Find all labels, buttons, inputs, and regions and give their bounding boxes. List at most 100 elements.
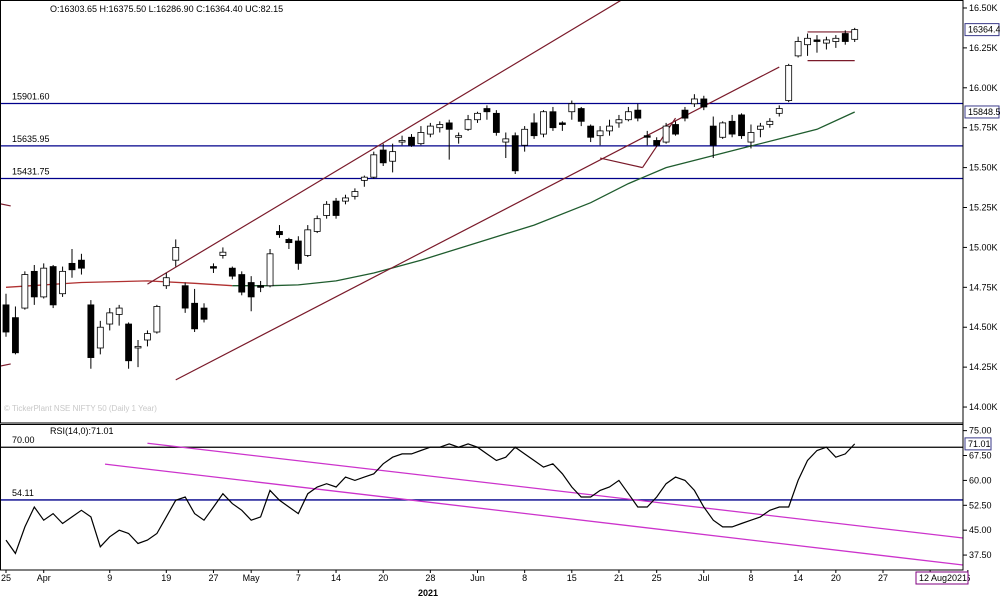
candle-body: [709, 125, 717, 146]
candle: [832, 35, 840, 48]
rsi-axis-label: 52.50: [969, 500, 992, 510]
candle: [624, 106, 632, 122]
candle-body: [40, 267, 48, 298]
candle-body: [266, 253, 274, 287]
candle: [398, 135, 406, 146]
candle-body: [483, 108, 491, 113]
candle: [285, 237, 293, 250]
candle: [464, 114, 472, 131]
candle: [106, 308, 114, 331]
candle: [728, 114, 736, 138]
x-axis-label: 27: [878, 573, 888, 583]
candle: [757, 122, 764, 138]
candle-body: [823, 39, 830, 44]
rsi-badge: 71.01: [968, 439, 991, 449]
x-axis-label: 14: [793, 573, 803, 583]
candle-body: [728, 120, 736, 135]
candle-body: [96, 326, 104, 349]
candle-body: [379, 149, 387, 164]
candle: [502, 132, 510, 159]
candle-body: [813, 39, 821, 42]
x-axis-year: 2021: [418, 588, 438, 598]
candle-body: [191, 302, 199, 330]
candle-body: [596, 130, 604, 137]
rsi-axis-label: 60.00: [969, 475, 992, 485]
rsi-level-label: 54.11: [12, 488, 34, 498]
candle: [540, 110, 547, 138]
candle: [96, 320, 104, 355]
candle-body: [144, 333, 151, 341]
date-badge: 12 Aug2021: [919, 573, 967, 583]
candle-body: [662, 125, 670, 143]
candle-body: [690, 98, 698, 105]
support-level-label: 15901.60: [12, 91, 50, 101]
candle: [634, 103, 642, 122]
candle: [276, 225, 283, 238]
candle-body: [634, 109, 642, 119]
candle-body: [125, 323, 132, 362]
candle-body: [181, 285, 189, 309]
candle: [323, 201, 331, 219]
candle-body: [30, 270, 38, 298]
x-axis-label: 9: [107, 573, 112, 583]
candle: [351, 188, 359, 200]
candle-body: [851, 29, 859, 40]
candle-body: [568, 103, 576, 113]
x-axis-label: 20: [831, 573, 841, 583]
candle-body: [426, 125, 434, 135]
candle-body: [719, 122, 727, 138]
candle-body: [606, 125, 613, 132]
price-axis-label: 14.50K: [969, 322, 998, 332]
candle: [474, 111, 481, 123]
candle: [549, 106, 557, 131]
price-panel: 15901.60 15635.95 15431.75: [0, 0, 963, 381]
candle-body: [106, 312, 114, 325]
rsi-badge-box: [964, 437, 992, 451]
candle: [426, 122, 434, 138]
candle: [219, 247, 227, 259]
price-axis-label: 15.00K: [969, 242, 998, 252]
candle: [200, 303, 208, 323]
candle: [59, 266, 66, 297]
candle: [851, 27, 859, 42]
candle: [172, 239, 180, 267]
x-axis-label: 19: [161, 573, 171, 583]
price-axis-label: 15.75K: [969, 123, 998, 133]
candle: [210, 263, 217, 273]
rsi-axis-label: 67.50: [969, 451, 992, 461]
x-axis-label: 21: [614, 573, 624, 583]
candle: [2, 293, 10, 337]
candle-body: [747, 132, 755, 143]
candle-body: [323, 203, 331, 216]
price-axis-label: 15.25K: [969, 203, 998, 213]
x-axis-label: Jul: [698, 573, 710, 583]
candle-body: [172, 247, 180, 261]
candle: [153, 304, 161, 334]
candle: [615, 114, 623, 128]
candle: [643, 130, 651, 146]
candle-body: [841, 33, 849, 42]
price-badge: 16364.4: [968, 25, 1000, 35]
candle: [700, 95, 708, 111]
candle-body: [832, 37, 840, 42]
rsi-axis-label: 37.50: [969, 550, 992, 560]
trendline-channel-upper: [147, 0, 623, 285]
candle: [606, 119, 613, 136]
candle-body: [294, 240, 302, 264]
x-axis-label: Apr: [37, 573, 51, 583]
support-level-label: 15431.75: [12, 166, 50, 176]
candle: [577, 106, 585, 127]
candle: [653, 137, 661, 147]
candle-body: [49, 266, 57, 306]
price-axis-label: 14.25K: [969, 362, 998, 372]
candle-body: [474, 112, 481, 121]
candle: [304, 225, 312, 257]
candle-body: [681, 109, 689, 119]
watermark: © TickerPlant NSE NIFTY 50 (Daily 1 Year…: [4, 404, 157, 413]
candle: [785, 63, 793, 103]
candle-body: [370, 154, 378, 178]
candle-body: [332, 200, 340, 216]
candle: [115, 304, 123, 326]
candle: [662, 122, 670, 144]
x-axis-label: 8: [748, 573, 753, 583]
